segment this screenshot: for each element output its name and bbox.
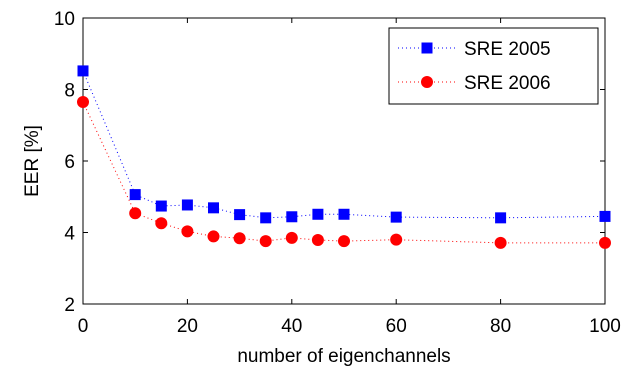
data-point-sre-2005 [155,200,167,212]
legend-marker-sre-2005 [421,42,433,54]
x-tick-label: 80 [490,316,511,337]
data-point-sre-2006 [77,96,89,109]
data-point-sre-2006 [338,235,350,248]
data-point-sre-2005 [260,212,272,224]
data-point-sre-2005 [234,209,246,221]
data-point-sre-2006 [390,233,403,246]
data-point-sre-2005 [599,210,611,222]
data-point-sre-2005 [312,208,324,220]
data-point-sre-2006 [259,235,272,248]
legend-box [388,27,599,105]
legend-marker-sre-2006 [421,76,433,88]
legend: SRE 2005 SRE 2006 [388,27,599,105]
data-point-sre-2005 [208,202,219,214]
data-point-sre-2005 [286,211,298,223]
data-point-sre-2006 [129,207,142,220]
x-tick-label: 40 [281,316,302,337]
data-point-sre-2005 [338,208,350,220]
data-point-sre-2006 [599,236,611,249]
data-point-sre-2006 [155,217,168,230]
data-point-sre-2005 [390,211,402,223]
legend-label-sre-2006: SRE 2006 [464,73,551,94]
data-point-sre-2006 [311,234,324,247]
x-axis-label: number of eigenchannels [237,346,450,367]
y-tick-label: 2 [64,295,75,316]
data-point-sre-2006 [494,236,507,249]
x-tick-label: 0 [78,316,89,337]
data-point-sre-2006 [285,231,298,244]
legend-label-sre-2005: SRE 2005 [464,39,551,60]
y-tick-label: 4 [64,224,75,245]
x-tick-label: 60 [386,316,407,337]
data-point-sre-2006 [181,225,194,238]
y-tick-label: 6 [64,152,75,173]
y-axis-ticks: 2 4 6 8 10 [54,9,605,316]
data-point-sre-2005 [495,212,507,224]
x-tick-label: 100 [589,316,621,337]
data-point-sre-2005 [129,189,141,201]
y-tick-label: 8 [64,81,75,102]
data-point-sre-2006 [233,232,246,245]
data-point-sre-2005 [181,199,193,211]
y-tick-label: 10 [54,9,75,30]
data-point-sre-2006 [207,230,220,243]
x-axis-ticks: 0 20 40 60 80 100 [78,18,621,337]
y-axis-label: EER [%] [22,125,43,197]
x-tick-label: 20 [177,316,198,337]
series-layer [77,65,611,249]
data-point-sre-2005 [77,65,89,77]
